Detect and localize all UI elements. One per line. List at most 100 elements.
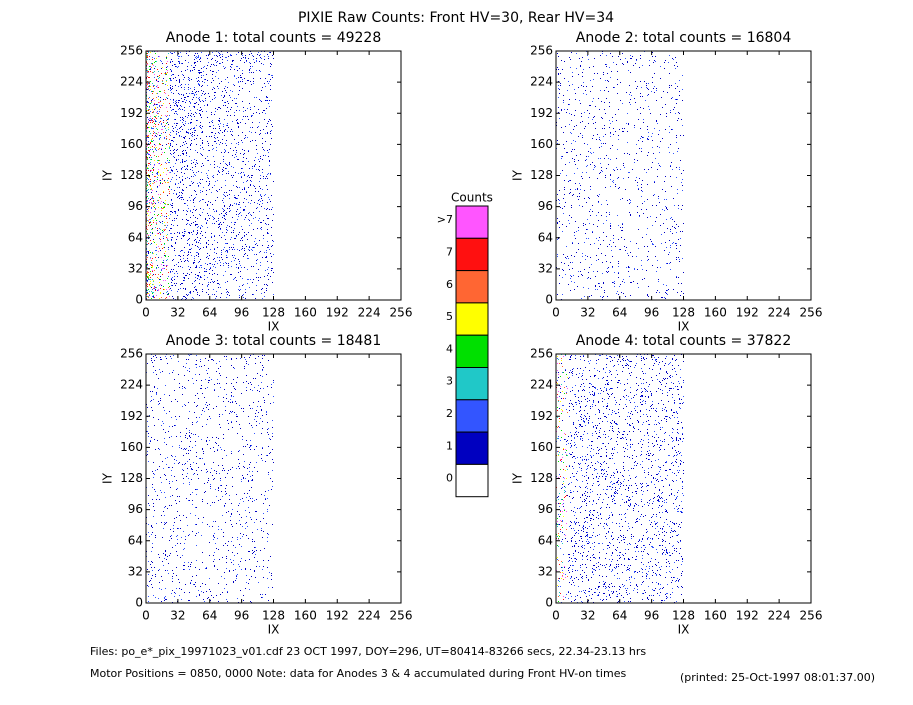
panel-title: Anode 3: total counts = 18481 <box>166 333 381 349</box>
y-tick-label: 224 <box>530 378 553 392</box>
x-tick-label: 96 <box>644 609 659 623</box>
y-tick-label: 224 <box>120 75 143 89</box>
colorbar-label: 6 <box>446 278 453 291</box>
x-tick-label: 0 <box>552 609 560 623</box>
x-tick-label: 32 <box>170 306 185 320</box>
y-tick-label: 0 <box>545 596 553 610</box>
y-tick-label: 0 <box>545 293 553 307</box>
y-tick-label: 96 <box>538 502 553 516</box>
footer-motor: Motor Positions = 0850, 0000 Note: data … <box>90 667 626 680</box>
y-tick-label: 224 <box>530 75 553 89</box>
y-tick-label: 96 <box>128 199 143 213</box>
x-tick-label: 0 <box>552 306 560 320</box>
y-tick-label: 160 <box>530 137 553 151</box>
y-tick-label: 64 <box>128 533 143 547</box>
x-tick-label: 160 <box>294 306 317 320</box>
y-tick-label: 32 <box>128 261 143 275</box>
colorbar-label: >7 <box>437 213 453 226</box>
colorbar-label: 1 <box>446 439 453 452</box>
colorbar-swatch <box>455 367 489 401</box>
y-tick-label: 192 <box>530 409 553 423</box>
x-tick-label: 192 <box>326 609 349 623</box>
x-tick-label: 224 <box>358 609 381 623</box>
chart-title: PIXIE Raw Counts: Front HV=30, Rear HV=3… <box>298 10 614 26</box>
colorbar-label: 7 <box>446 245 453 258</box>
colorbar-swatch <box>455 237 489 272</box>
x-tick-label: 224 <box>768 609 791 623</box>
colorbar-title: Counts <box>451 191 493 205</box>
count-pixels <box>146 51 274 300</box>
x-tick-label: 128 <box>672 609 695 623</box>
plot-frame <box>555 50 812 301</box>
colorbar-swatch <box>455 302 489 336</box>
colorbar-label: 2 <box>446 407 453 420</box>
y-tick-label: 256 <box>530 44 553 58</box>
total-counts: 37822 <box>747 333 792 349</box>
total-counts: 49228 <box>337 30 382 46</box>
total-counts: 16804 <box>747 30 792 46</box>
y-tick-label: 32 <box>538 261 553 275</box>
y-tick-label: 192 <box>530 106 553 120</box>
y-tick-label: 32 <box>128 564 143 578</box>
plot-frame <box>145 50 402 301</box>
count-pixels <box>146 51 170 299</box>
x-tick-label: 0 <box>142 609 150 623</box>
y-tick-label: 128 <box>530 168 553 182</box>
colorbar-label: 5 <box>446 310 453 323</box>
colorbar-swatch <box>455 431 489 465</box>
count-pixels <box>146 355 274 603</box>
y-tick-label: 192 <box>120 409 143 423</box>
y-tick-label: 128 <box>120 471 143 485</box>
y-tick-label: 192 <box>120 106 143 120</box>
y-axis-label: IY <box>101 169 115 181</box>
x-tick-label: 128 <box>262 609 285 623</box>
count-pixels <box>556 354 684 603</box>
x-tick-label: 64 <box>202 306 217 320</box>
x-tick-label: 160 <box>704 306 727 320</box>
count-pixels <box>146 51 274 300</box>
colorbar-label: 0 <box>446 472 453 485</box>
x-tick-label: 224 <box>768 306 791 320</box>
y-tick-label: 160 <box>120 137 143 151</box>
y-axis-label: IY <box>511 169 525 181</box>
y-tick-label: 128 <box>530 471 553 485</box>
panel-label: Anode 3: total counts = <box>166 333 337 349</box>
colorbar-swatch <box>455 205 489 239</box>
y-tick-label: 0 <box>135 293 143 307</box>
x-tick-label: 96 <box>234 609 249 623</box>
panel-title: Anode 1: total counts = 49228 <box>166 30 381 46</box>
x-tick-label: 32 <box>580 609 595 623</box>
y-tick-label: 256 <box>120 347 143 361</box>
x-tick-label: 256 <box>800 609 823 623</box>
x-axis-label: IX <box>268 320 280 334</box>
x-tick-label: 64 <box>612 306 627 320</box>
x-tick-label: 0 <box>142 306 150 320</box>
panel-label: Anode 2: total counts = <box>576 30 747 46</box>
x-tick-label: 256 <box>800 306 823 320</box>
y-tick-label: 64 <box>538 230 553 244</box>
x-tick-label: 160 <box>704 609 727 623</box>
y-tick-label: 160 <box>120 440 143 454</box>
x-tick-label: 256 <box>390 609 413 623</box>
colorbar-swatch <box>455 334 489 369</box>
y-tick-label: 64 <box>128 230 143 244</box>
count-pixels <box>556 358 568 597</box>
y-tick-label: 224 <box>120 378 143 392</box>
y-tick-label: 256 <box>120 44 143 58</box>
x-tick-label: 64 <box>612 609 627 623</box>
count-pixels <box>557 354 684 603</box>
x-axis-label: IX <box>678 320 690 334</box>
x-axis-label: IX <box>678 623 690 637</box>
footer-printed: (printed: 25-Oct-1997 08:01:37.00) <box>680 671 875 684</box>
x-tick-label: 160 <box>294 609 317 623</box>
panel-title: Anode 2: total counts = 16804 <box>576 30 792 46</box>
x-tick-label: 128 <box>672 306 695 320</box>
colorbar-swatch <box>455 399 489 433</box>
x-tick-label: 256 <box>390 306 413 320</box>
y-tick-label: 160 <box>530 440 553 454</box>
y-tick-label: 64 <box>538 533 553 547</box>
panel-label: Anode 1: total counts = <box>166 30 337 46</box>
count-pixels <box>556 356 568 586</box>
colorbar-swatch <box>455 463 489 498</box>
